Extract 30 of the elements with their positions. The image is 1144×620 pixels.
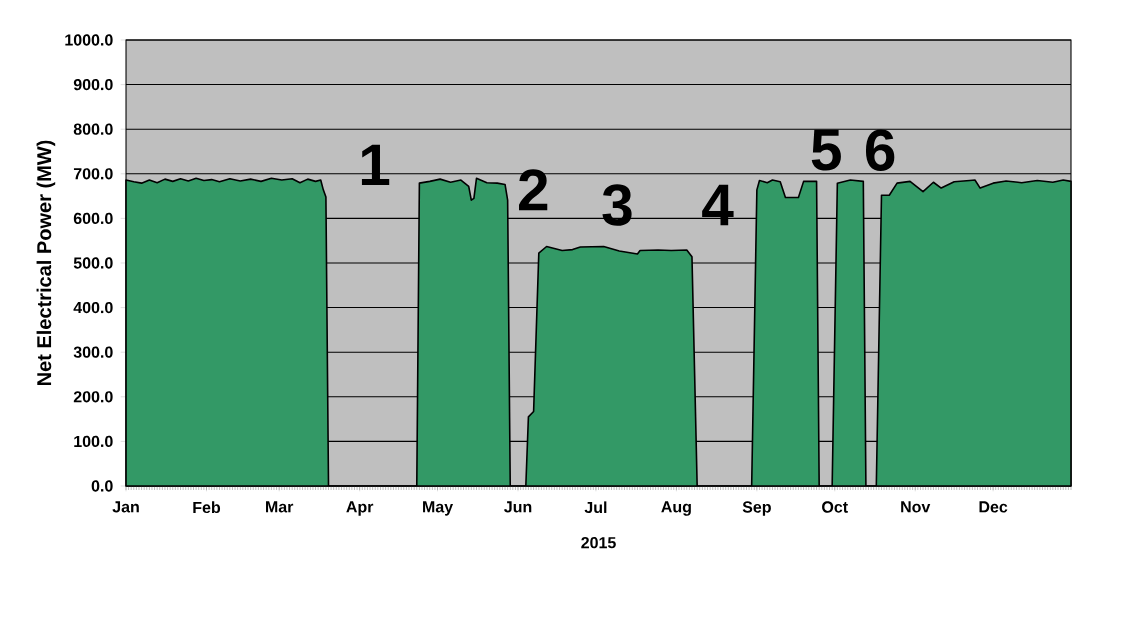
x-tick-label: Jul xyxy=(584,501,607,514)
annotation: 5 xyxy=(811,129,841,171)
annotation: 6 xyxy=(865,129,895,171)
x-tick-label: Jan xyxy=(112,501,139,513)
x-tick-label: Dec xyxy=(979,501,1008,513)
x-tick-label: Feb xyxy=(193,501,221,514)
x-axis-title: 2015 xyxy=(581,537,616,549)
x-tick-label: Nov xyxy=(901,501,931,513)
annotation: 3 xyxy=(602,184,632,226)
y-tick-label: 800.0 xyxy=(73,123,113,135)
annotation: 4 xyxy=(702,184,734,226)
y-tick-label: 400.0 xyxy=(73,301,113,314)
x-tick-label: Sep xyxy=(742,501,771,516)
y-tick-label: 500.0 xyxy=(73,257,113,269)
annotation: 2 xyxy=(519,169,548,211)
x-tick-label: Aug xyxy=(661,501,691,516)
x-tick-label: Mar xyxy=(266,501,294,513)
y-tick-label: 200.0 xyxy=(73,391,113,403)
x-tick-label: Oct xyxy=(822,501,848,513)
y-tick-label: 100.0 xyxy=(74,435,113,448)
y-tick-label: 600.0 xyxy=(73,212,113,225)
y-tick-label: 300.0 xyxy=(73,346,113,358)
x-tick-label: May xyxy=(423,501,454,516)
y-tick-label: 900.0 xyxy=(73,78,113,91)
y-tick-label: 700.0 xyxy=(73,168,113,180)
x-tick-label: Apr xyxy=(346,501,374,516)
y-axis-title: Net Electrical Power (MW) xyxy=(36,140,56,386)
y-tick-label: 0.0 xyxy=(91,480,113,492)
x-tick-label: Jun xyxy=(504,501,532,513)
y-tick-label: 1000.0 xyxy=(65,34,113,46)
